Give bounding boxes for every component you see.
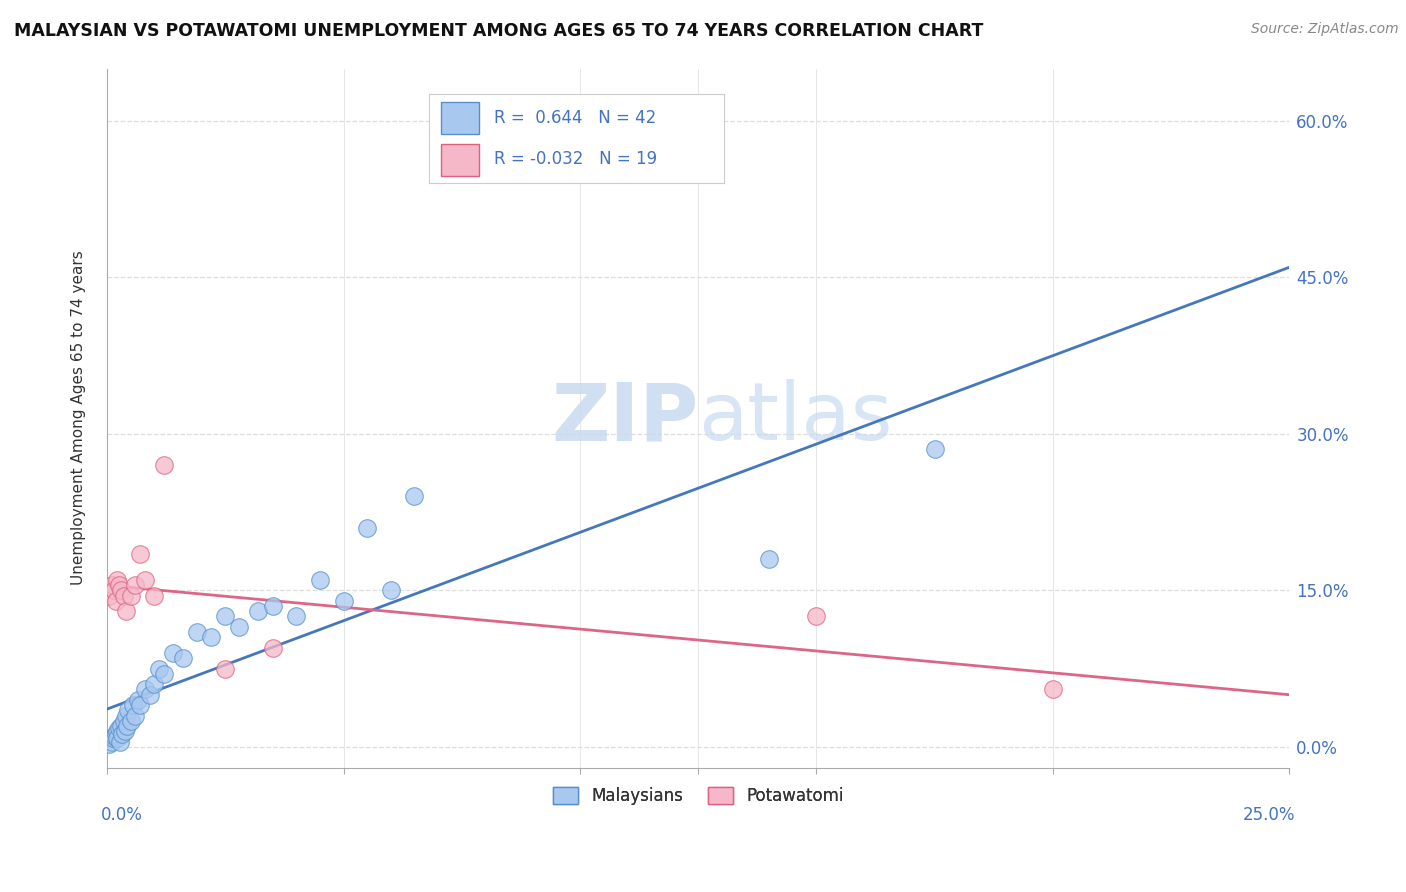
Point xyxy=(110,583,132,598)
Point xyxy=(105,724,128,739)
Point xyxy=(806,609,828,624)
Point xyxy=(117,703,139,717)
Point xyxy=(153,458,176,472)
Text: R = -0.032   N = 19: R = -0.032 N = 19 xyxy=(494,150,657,168)
Y-axis label: Unemployment Among Ages 65 to 74 years: Unemployment Among Ages 65 to 74 years xyxy=(72,251,86,585)
Point xyxy=(172,651,194,665)
Point xyxy=(107,731,129,746)
Point xyxy=(108,578,131,592)
Point xyxy=(103,583,125,598)
Point xyxy=(1042,682,1064,697)
Point xyxy=(112,589,135,603)
Point xyxy=(924,442,946,457)
Point xyxy=(127,693,149,707)
Point xyxy=(758,552,780,566)
Point xyxy=(186,625,208,640)
Point xyxy=(104,727,127,741)
FancyBboxPatch shape xyxy=(440,102,479,134)
Point xyxy=(101,731,124,746)
Point xyxy=(285,609,308,624)
Point xyxy=(262,640,284,655)
Point xyxy=(262,599,284,613)
Point xyxy=(153,666,176,681)
Point xyxy=(134,573,156,587)
Point xyxy=(101,734,124,748)
Point xyxy=(129,547,152,561)
Legend: Malaysians, Potawatomi: Malaysians, Potawatomi xyxy=(546,780,851,812)
Point xyxy=(112,714,135,728)
Point xyxy=(103,730,125,744)
Text: atlas: atlas xyxy=(699,379,893,457)
Text: 0.0%: 0.0% xyxy=(101,806,143,824)
Point xyxy=(124,708,146,723)
Point xyxy=(110,734,132,748)
Point xyxy=(138,688,160,702)
Point xyxy=(143,589,166,603)
Point xyxy=(332,593,354,607)
Point xyxy=(247,604,270,618)
Point xyxy=(380,583,402,598)
Point xyxy=(214,662,236,676)
FancyBboxPatch shape xyxy=(440,144,479,176)
Point xyxy=(98,589,121,603)
Point xyxy=(120,589,142,603)
Point xyxy=(356,521,378,535)
Point xyxy=(108,721,131,735)
Point xyxy=(200,630,222,644)
Point xyxy=(162,646,184,660)
Point xyxy=(114,724,136,739)
Point xyxy=(129,698,152,712)
Point xyxy=(404,489,426,503)
Point xyxy=(122,698,145,712)
Point xyxy=(115,708,138,723)
Text: R =  0.644   N = 42: R = 0.644 N = 42 xyxy=(494,109,657,127)
Text: 25.0%: 25.0% xyxy=(1243,806,1295,824)
Point xyxy=(143,677,166,691)
Point xyxy=(110,719,132,733)
Point xyxy=(134,682,156,697)
Point xyxy=(101,578,124,592)
Point xyxy=(107,573,129,587)
Text: Source: ZipAtlas.com: Source: ZipAtlas.com xyxy=(1251,22,1399,37)
Text: MALAYSIAN VS POTAWATOMI UNEMPLOYMENT AMONG AGES 65 TO 74 YEARS CORRELATION CHART: MALAYSIAN VS POTAWATOMI UNEMPLOYMENT AMO… xyxy=(14,22,983,40)
Point xyxy=(120,714,142,728)
Point xyxy=(148,662,170,676)
Text: ZIP: ZIP xyxy=(551,379,699,457)
Point xyxy=(98,737,121,751)
Point xyxy=(115,719,138,733)
Point xyxy=(228,620,250,634)
Point xyxy=(115,604,138,618)
Point xyxy=(214,609,236,624)
Point xyxy=(111,727,134,741)
Point xyxy=(124,578,146,592)
Point xyxy=(104,593,127,607)
Point xyxy=(309,573,332,587)
